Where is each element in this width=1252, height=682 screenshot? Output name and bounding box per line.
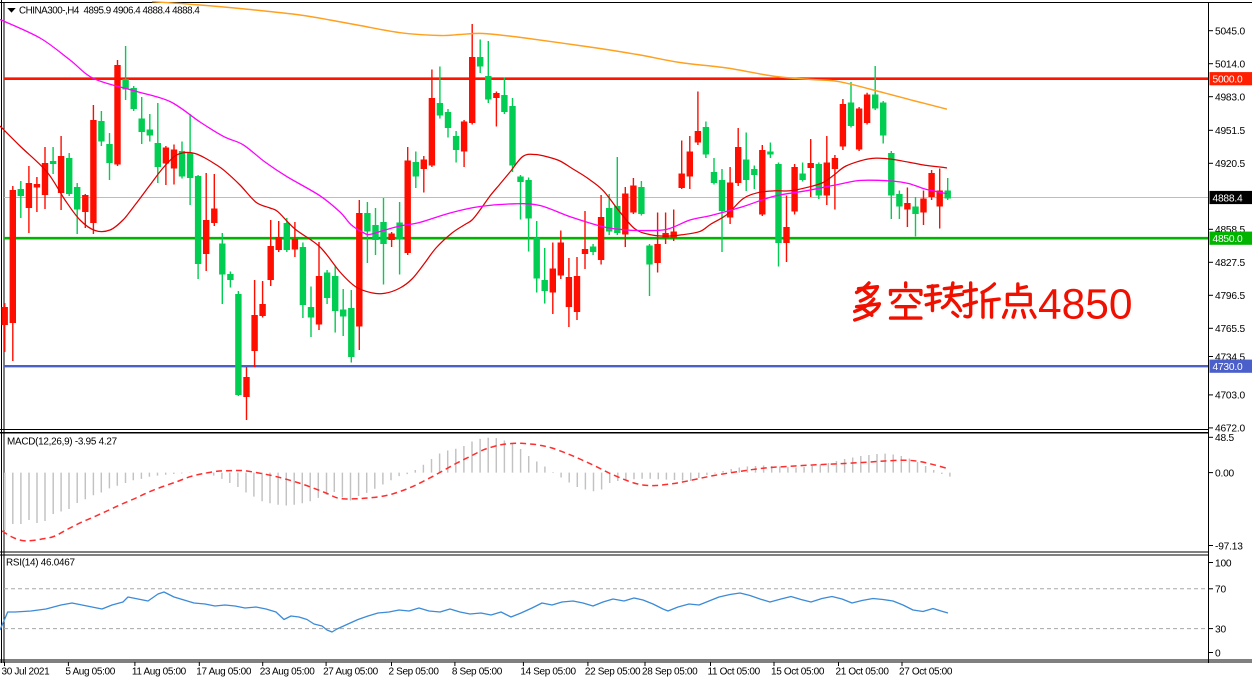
svg-text:RSI(14) 46.0467: RSI(14) 46.0467 bbox=[6, 558, 75, 569]
svg-text:70: 70 bbox=[1215, 585, 1226, 596]
svg-text:MACD(12,26,9) -3.95 4.27: MACD(12,26,9) -3.95 4.27 bbox=[7, 437, 117, 448]
svg-text:11 Aug 05:00: 11 Aug 05:00 bbox=[132, 667, 187, 678]
svg-text:4858.5: 4858.5 bbox=[1215, 225, 1245, 236]
svg-text:4703.0: 4703.0 bbox=[1215, 391, 1245, 402]
svg-text:4730.0: 4730.0 bbox=[1213, 362, 1243, 373]
svg-text:27 Aug 05:00: 27 Aug 05:00 bbox=[323, 667, 379, 678]
svg-text:48.5: 48.5 bbox=[1215, 433, 1235, 444]
svg-text:28 Sep 05:00: 28 Sep 05:00 bbox=[642, 667, 698, 678]
svg-text:4888.4: 4888.4 bbox=[1213, 193, 1243, 204]
svg-text:-97.13: -97.13 bbox=[1215, 541, 1243, 552]
svg-text:17 Aug 05:00: 17 Aug 05:00 bbox=[196, 667, 252, 678]
svg-text:0: 0 bbox=[1215, 648, 1221, 659]
svg-text:27 Oct 05:00: 27 Oct 05:00 bbox=[899, 667, 953, 678]
svg-text:4951.5: 4951.5 bbox=[1215, 126, 1245, 137]
svg-text:22 Sep 05:00: 22 Sep 05:00 bbox=[585, 667, 641, 678]
svg-text:4827.5: 4827.5 bbox=[1215, 258, 1245, 269]
svg-text:4850: 4850 bbox=[1038, 282, 1133, 329]
svg-text:100: 100 bbox=[1215, 558, 1232, 569]
svg-text:4765.5: 4765.5 bbox=[1215, 324, 1245, 335]
svg-text:30: 30 bbox=[1215, 624, 1226, 635]
svg-text:4920.5: 4920.5 bbox=[1215, 159, 1245, 170]
svg-text:5 Aug 05:00: 5 Aug 05:00 bbox=[65, 667, 115, 678]
svg-text:4850.0: 4850.0 bbox=[1213, 234, 1243, 245]
svg-text:11 Oct 05:00: 11 Oct 05:00 bbox=[708, 667, 761, 678]
svg-text:0.00: 0.00 bbox=[1215, 468, 1235, 479]
svg-text:4796.5: 4796.5 bbox=[1215, 291, 1245, 302]
svg-text:4672.0: 4672.0 bbox=[1215, 424, 1245, 435]
svg-text:14 Sep 05:00: 14 Sep 05:00 bbox=[520, 667, 576, 678]
svg-text:15 Oct 05:00: 15 Oct 05:00 bbox=[771, 667, 825, 678]
svg-text:30 Jul 2021: 30 Jul 2021 bbox=[2, 667, 51, 678]
svg-text:2 Sep 05:00: 2 Sep 05:00 bbox=[389, 667, 440, 678]
svg-text:4734.5: 4734.5 bbox=[1215, 352, 1245, 363]
svg-text:5014.0: 5014.0 bbox=[1215, 60, 1245, 71]
svg-text:5000.0: 5000.0 bbox=[1213, 75, 1243, 86]
svg-text:21 Oct 05:00: 21 Oct 05:00 bbox=[836, 667, 890, 678]
svg-text:23 Aug 05:00: 23 Aug 05:00 bbox=[260, 667, 316, 678]
svg-text:CHINA300-,H4 4895.9 4906.4 48: CHINA300-,H4 4895.9 4906.4 4888.4 4888.4 bbox=[19, 6, 200, 17]
svg-text:5045.0: 5045.0 bbox=[1215, 27, 1245, 38]
svg-text:8 Sep 05:00: 8 Sep 05:00 bbox=[452, 667, 503, 678]
svg-text:4983.0: 4983.0 bbox=[1215, 93, 1245, 104]
